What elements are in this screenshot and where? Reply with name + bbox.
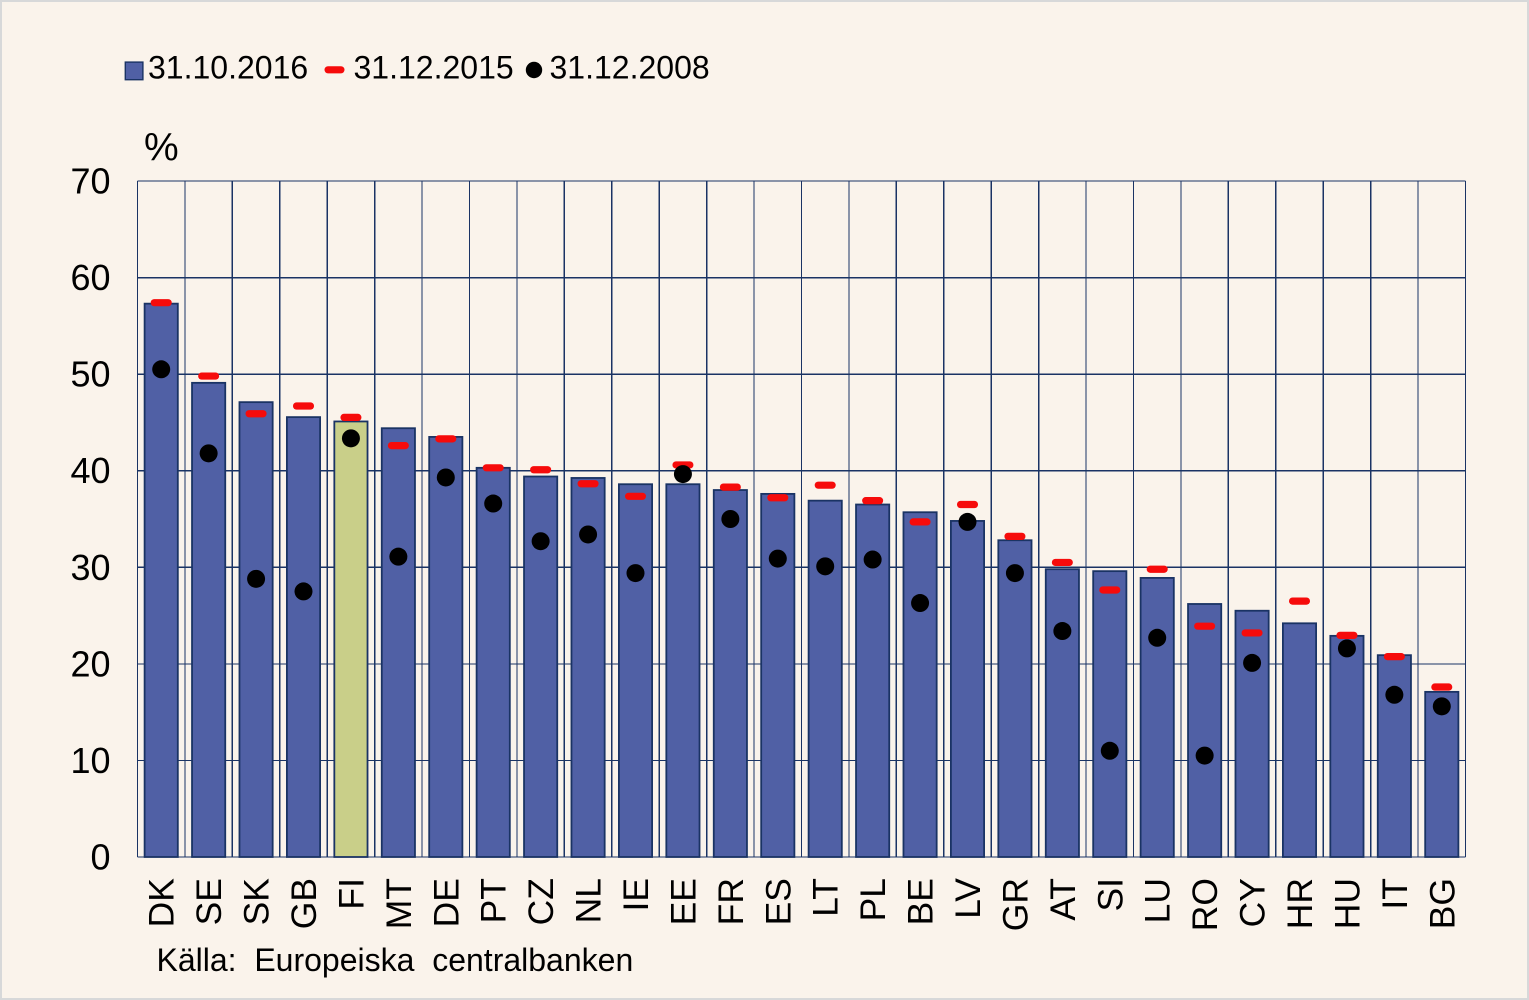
- svg-text:0: 0: [90, 837, 110, 878]
- svg-text:PT: PT: [474, 878, 514, 923]
- svg-text:ES: ES: [758, 878, 798, 925]
- svg-text:DE: DE: [426, 878, 466, 927]
- svg-text:10: 10: [70, 740, 110, 781]
- svg-text:LU: LU: [1138, 878, 1178, 923]
- svg-text:IE: IE: [616, 878, 656, 912]
- svg-text:NL: NL: [569, 878, 609, 923]
- svg-text:31.12.2015: 31.12.2015: [354, 50, 514, 86]
- svg-text:BE: BE: [901, 878, 941, 925]
- svg-text:IT: IT: [1375, 878, 1415, 910]
- svg-text:LT: LT: [806, 878, 846, 917]
- svg-text:GR: GR: [995, 878, 1035, 931]
- svg-text:31.10.2016: 31.10.2016: [148, 50, 308, 86]
- svg-text:CY: CY: [1233, 878, 1273, 927]
- svg-text:70: 70: [70, 161, 110, 202]
- svg-text:PL: PL: [853, 878, 893, 921]
- svg-text:MT: MT: [379, 878, 419, 929]
- svg-text:60: 60: [70, 257, 110, 298]
- svg-text:Källa: Europeiska centralban: Källa: Europeiska centralbanken: [157, 942, 634, 978]
- svg-text:AT: AT: [1043, 878, 1083, 921]
- svg-text:GB: GB: [284, 878, 324, 929]
- svg-text:31.12.2008: 31.12.2008: [550, 50, 710, 86]
- svg-text:EE: EE: [663, 878, 703, 925]
- svg-text:RO: RO: [1185, 878, 1225, 931]
- svg-text:DK: DK: [142, 878, 182, 928]
- svg-text:30: 30: [70, 547, 110, 588]
- svg-text:SI: SI: [1090, 878, 1130, 912]
- svg-text:SK: SK: [237, 878, 277, 926]
- svg-text:FR: FR: [711, 878, 751, 925]
- svg-text:SE: SE: [189, 878, 229, 925]
- svg-text:20: 20: [70, 643, 110, 684]
- svg-text:HU: HU: [1327, 878, 1367, 929]
- svg-text:50: 50: [70, 354, 110, 395]
- svg-text:%: %: [144, 127, 179, 170]
- svg-text:HR: HR: [1280, 878, 1320, 929]
- svg-text:FI: FI: [331, 878, 371, 910]
- svg-text:CZ: CZ: [521, 878, 561, 925]
- svg-text:40: 40: [70, 450, 110, 491]
- svg-text:LV: LV: [948, 878, 988, 919]
- svg-text:BG: BG: [1422, 878, 1462, 929]
